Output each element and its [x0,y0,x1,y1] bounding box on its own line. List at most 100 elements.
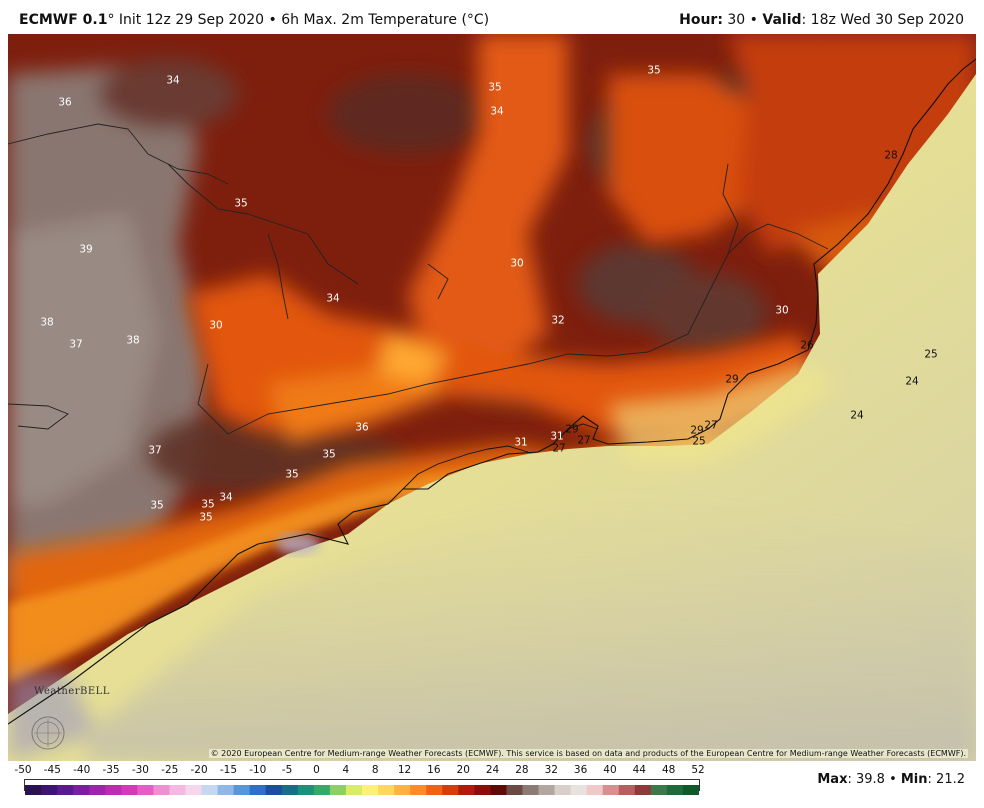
coastline [8,58,976,725]
scale-tick-label: -35 [102,764,120,776]
scale-tick-label: 32 [544,764,558,776]
scale-swatch [201,785,219,795]
temperature-map[interactable]: 34 36 35 34 35 28 35 39 30 34 32 30 38 3… [8,34,976,761]
scale-swatch [378,785,395,795]
scale-swatch [570,785,588,795]
map-label: 39 [79,243,93,256]
ocean-gray-patch [88,494,976,761]
map-label: 34 [326,292,340,305]
hour-label: Hour: [679,12,723,28]
scale-swatch [682,785,700,795]
scale-swatch [41,785,58,795]
map-label: 29 [565,423,579,436]
color-scale-ticks: -50 -45 -40 -35 -30 -25 -20 -15 -10 -5 0 4 8 12 16 20 24… [0,764,984,778]
scale-swatch [265,785,283,795]
weatherbell-logo [31,716,65,750]
bay-outline-2 [567,423,599,430]
min-value: : 21.2 [927,772,965,787]
map-label: 28 [884,149,898,162]
map-label: 35 [234,197,248,210]
header-bar: ECMWF 0.1° Init 12z 29 Sep 2020 • 6h Max… [0,0,984,34]
scale-swatch [458,785,475,795]
scale-tick-label: -50 [14,764,32,776]
bay-outline [402,445,529,490]
scale-swatch [73,785,90,795]
map-label: 31 [514,436,528,449]
map-label: 30 [775,304,789,317]
scale-swatch [121,785,138,795]
color-scale-gradient [25,785,700,795]
map-label: 35 [199,511,213,524]
scale-swatch [410,785,427,795]
map-label: 29 [725,373,739,386]
map-label: 35 [150,499,164,512]
scale-tick-label: 8 [371,764,379,776]
map-label: 35 [201,498,215,511]
map-label: 38 [126,334,140,347]
map-label: 36 [355,421,369,434]
scale-tick-label: 0 [313,764,320,776]
model-name: ECMWF 0.1 [19,12,108,28]
scale-swatch [89,785,106,795]
map-label: 36 [58,96,72,109]
scale-swatch [618,785,636,795]
scale-swatch [490,785,508,795]
scale-swatch [442,785,459,795]
scale-swatch [538,785,556,795]
scale-tick-label: 36 [573,764,588,776]
scale-tick-label: 24 [485,764,500,776]
map-label: 26 [800,339,814,352]
map-label: 37 [69,338,83,351]
map-label: 35 [285,468,299,481]
scale-tick-label: 48 [661,764,676,776]
map-label: 25 [692,435,706,448]
scale-swatch [362,785,379,795]
map-label: 32 [551,314,565,327]
scale-swatch [105,785,122,795]
header-title: ECMWF 0.1° Init 12z 29 Sep 2020 • 6h Max… [19,12,489,28]
scale-swatch [313,785,331,795]
map-label: 24 [850,409,864,422]
scale-tick-label: -15 [219,764,237,776]
scale-tick-label: -45 [43,764,61,776]
map-label: 35 [322,448,336,461]
scale-swatch [233,785,251,795]
map-label: 35 [647,64,661,77]
map-label: 31 [550,430,564,443]
scale-tick-label: 28 [515,764,529,776]
scale-swatch [650,785,668,795]
init-text: ° Init 12z 29 Sep 2020 • 6h Max. 2m Temp… [107,12,490,28]
map-canvas [8,34,976,761]
scale-swatch [666,785,684,795]
map-label: 27 [552,442,566,455]
scale-tick-label: 16 [427,764,441,776]
map-label: 37 [148,444,162,457]
scale-tick-label: -20 [190,764,208,776]
scale-tick-label: 52 [691,764,705,776]
copyright-notice: © 2020 European Centre for Medium-range … [208,749,968,758]
map-label: 27 [704,419,718,432]
scale-tick-label: -40 [73,764,91,776]
scale-tick-label: 20 [456,764,470,776]
valid-value: : 18z Wed 30 Sep 2020 [801,12,964,28]
map-label: 30 [209,319,223,332]
scale-swatch [25,785,42,795]
scale-swatch [506,785,524,795]
map-label: 30 [510,257,524,270]
scale-tick-label: -25 [161,764,179,776]
map-label: 38 [40,316,54,329]
color-scale-bar [24,779,700,795]
scale-swatch [522,785,540,795]
scale-swatch [169,785,187,795]
cool-spot [276,534,320,554]
scale-swatch [137,785,154,795]
max-min-stats: Max: 39.8 • Min: 21.2 [817,772,965,787]
scale-swatch [57,785,74,795]
map-label: 25 [924,348,938,361]
scale-tick-label: 4 [342,764,350,776]
scale-swatch [153,785,171,795]
max-label: Max [817,772,848,787]
scale-swatch [426,785,443,795]
min-label: Min [900,772,928,787]
ocean-warm-patch [608,364,838,464]
